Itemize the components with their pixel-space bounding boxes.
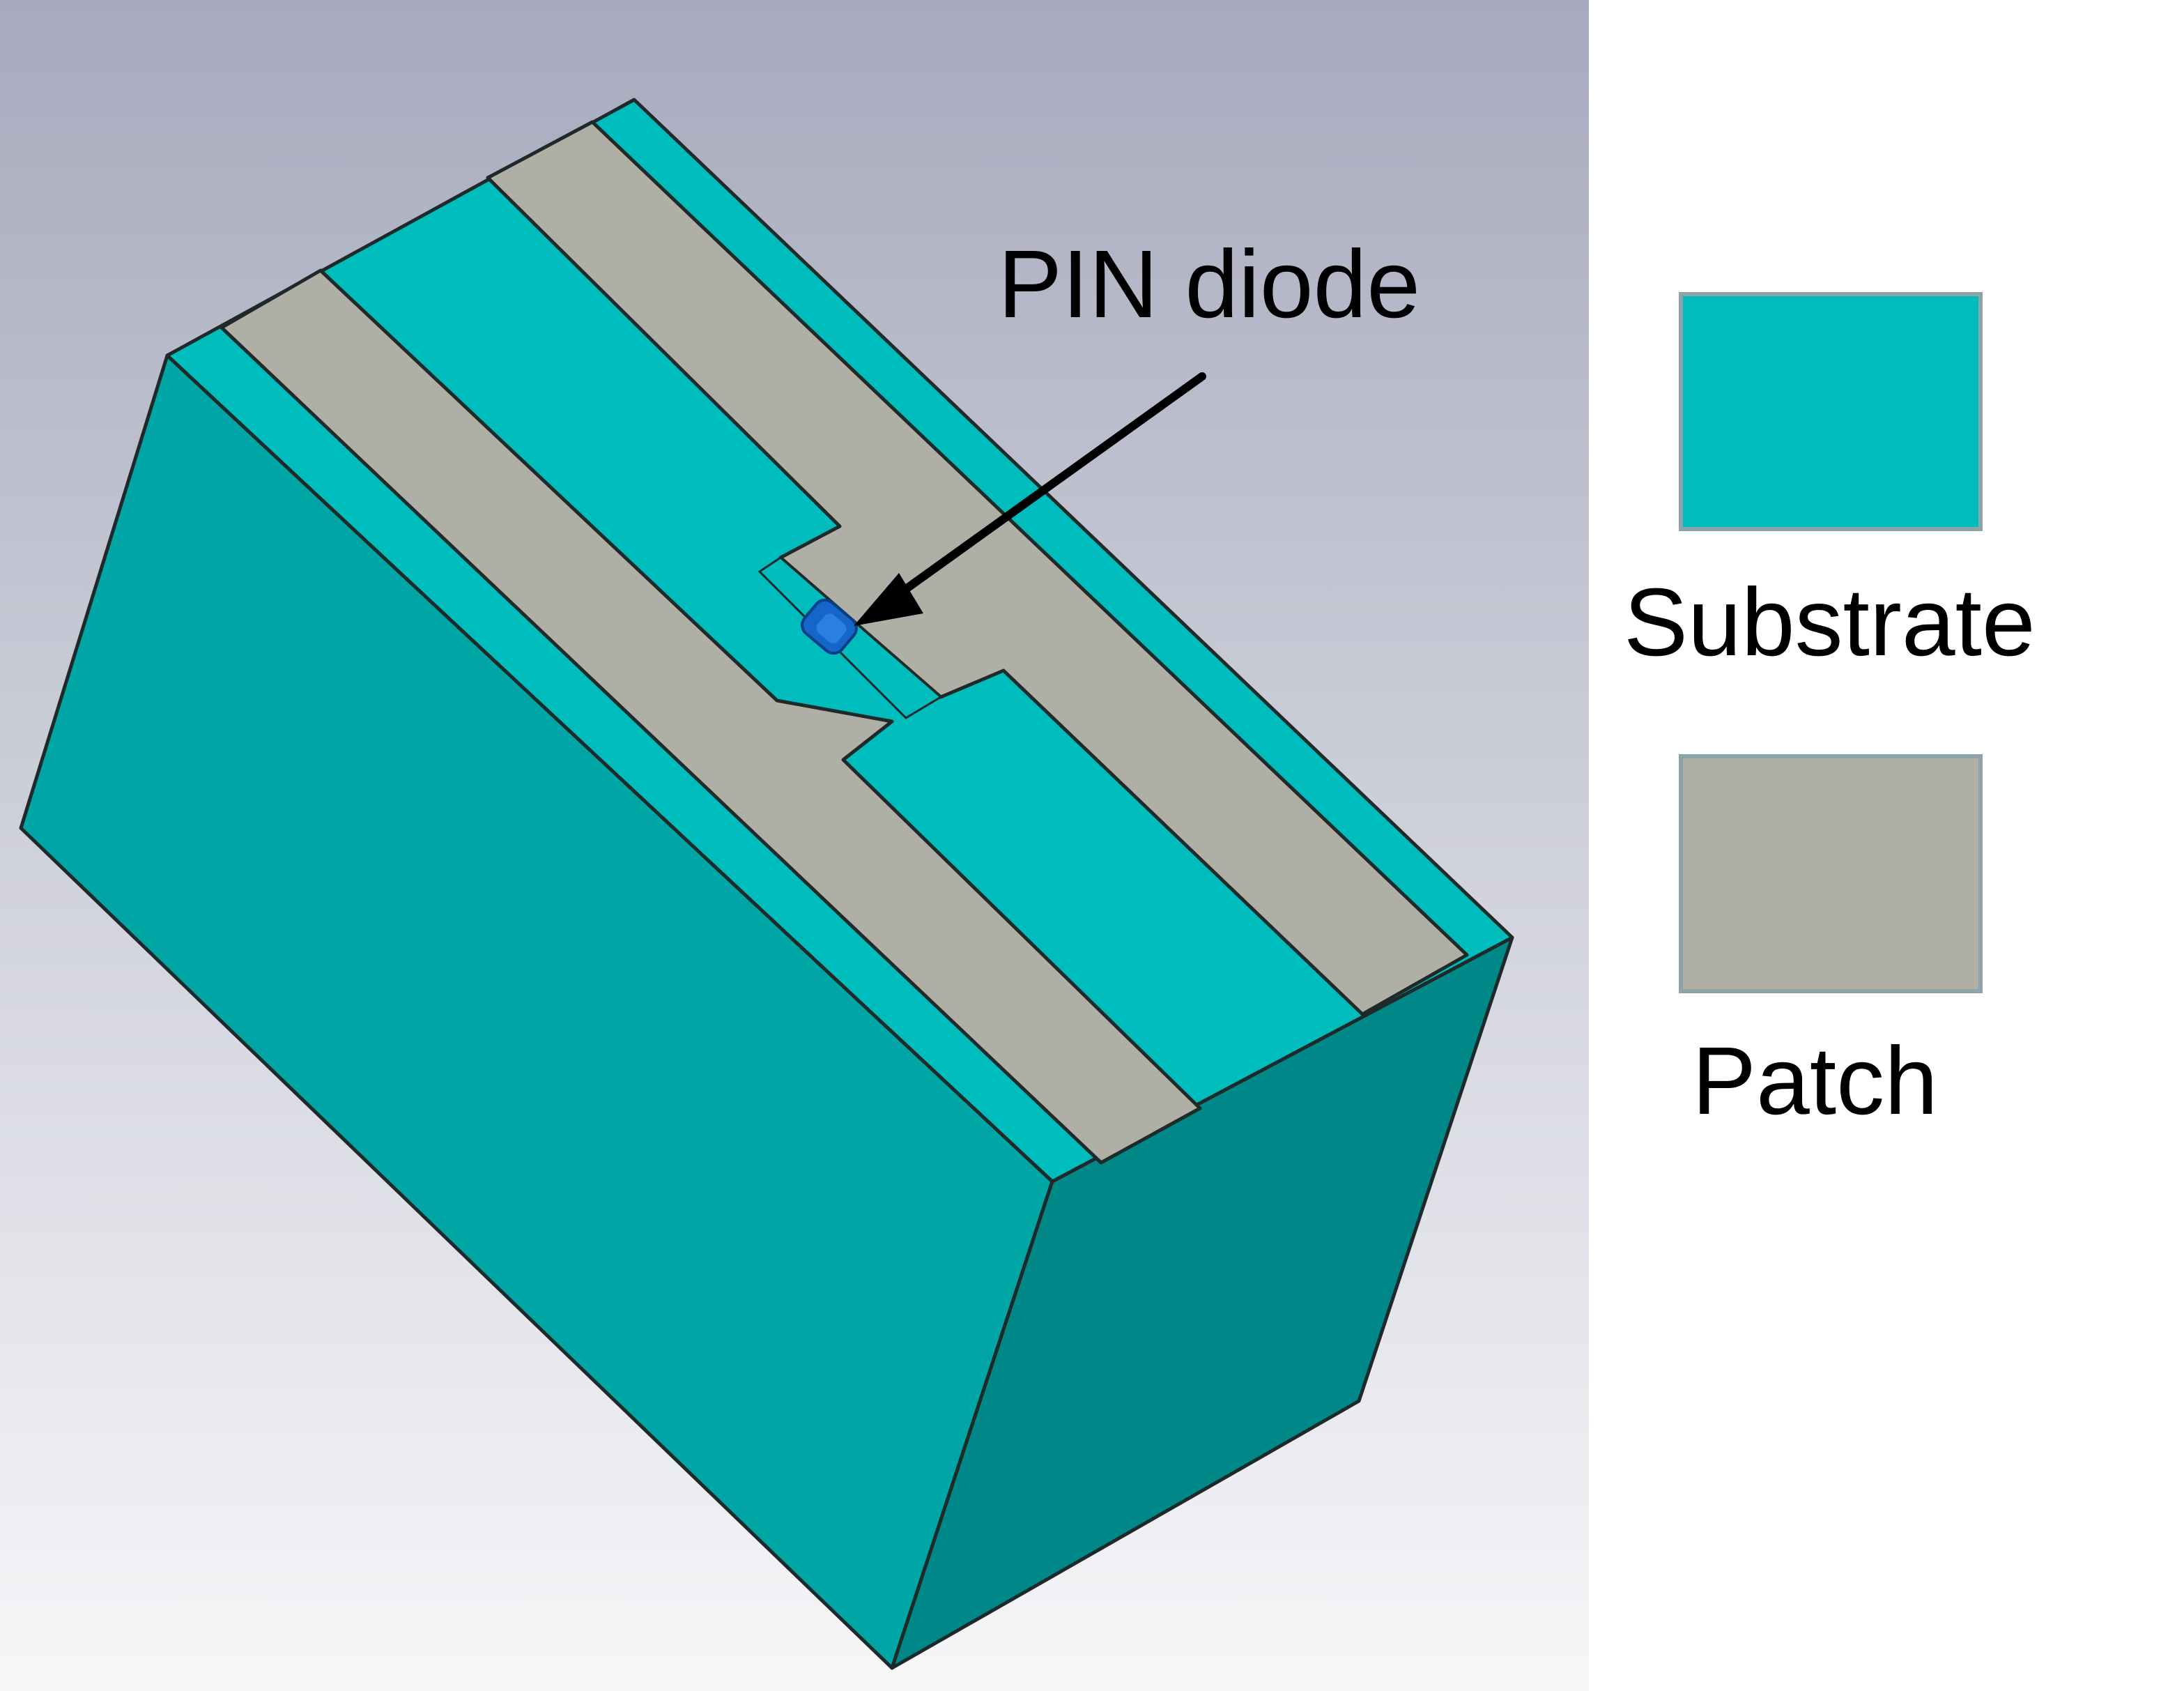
legend-label-substrate: Substrate (1624, 569, 2036, 676)
patch-left-strip (220, 268, 1202, 1165)
legend-swatch-substrate (1679, 292, 1983, 531)
annotation-label: PIN diode (998, 231, 1420, 338)
annotation-arrow (854, 372, 1206, 626)
legend-label-patch: Patch (1692, 1027, 1938, 1135)
pin-diode (801, 598, 858, 655)
patch-right-strip (486, 120, 1469, 1016)
legend-swatch-patch (1679, 754, 1983, 993)
